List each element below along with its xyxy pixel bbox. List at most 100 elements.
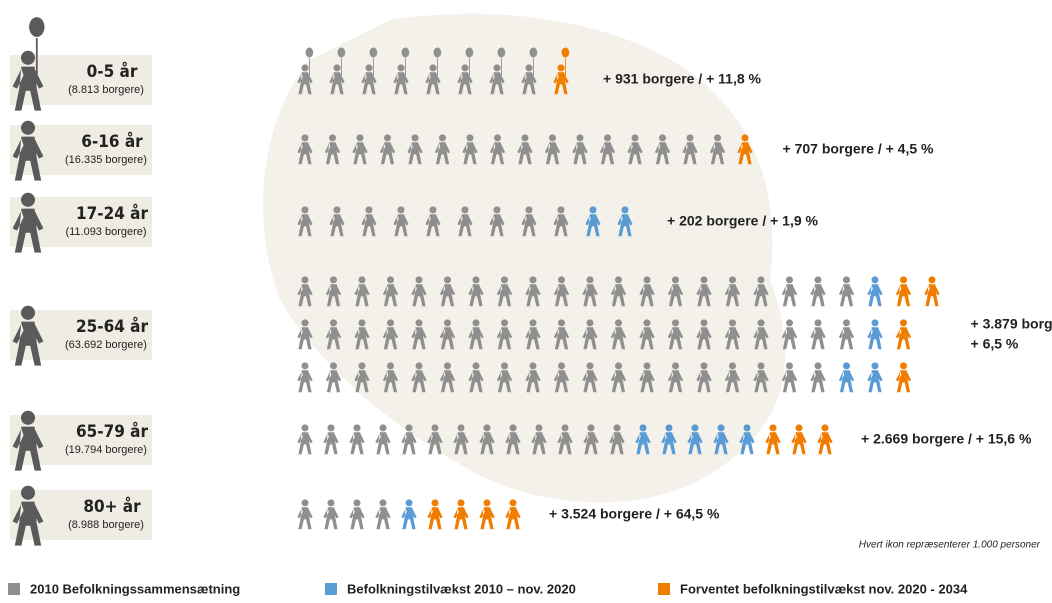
icon-head — [757, 362, 764, 369]
icon-head — [529, 362, 536, 369]
icon-head — [494, 134, 501, 141]
icon-body — [323, 432, 338, 454]
icon-head — [814, 362, 821, 369]
icon-head — [333, 64, 340, 71]
person-icon — [791, 424, 806, 454]
balloon — [338, 48, 346, 58]
icon-head — [900, 319, 907, 326]
icon-head — [741, 134, 748, 141]
age-label: 0-5 år — [87, 60, 138, 82]
icon-head — [615, 319, 622, 326]
icon-head — [429, 64, 436, 71]
age-sublabel: (16.335 borgere) — [65, 154, 147, 166]
balloon — [434, 48, 442, 58]
icon-head — [501, 319, 508, 326]
age-sublabel: (8.813 borgere) — [68, 84, 144, 96]
person-icon — [839, 319, 854, 349]
balloon — [306, 48, 314, 58]
icon-head — [397, 64, 404, 71]
icon-head — [769, 424, 776, 431]
icon-head — [843, 362, 850, 369]
balloon — [466, 48, 474, 58]
balloon — [530, 48, 538, 58]
icon-head — [557, 206, 564, 213]
person-icon — [817, 424, 832, 454]
icon-body — [839, 284, 854, 306]
icon-head — [353, 424, 360, 431]
icon-head — [493, 64, 500, 71]
icon-head — [330, 276, 337, 283]
person-icon — [479, 499, 494, 529]
icon-head — [358, 276, 365, 283]
icon-head — [429, 206, 436, 213]
icon-head — [576, 134, 583, 141]
icon-head — [586, 276, 593, 283]
icon-head — [397, 206, 404, 213]
icon-head — [431, 424, 438, 431]
icon-head — [501, 276, 508, 283]
legend-label: Befolkningstilvækst 2010 – nov. 2020 — [347, 581, 576, 596]
icon-body — [782, 370, 797, 392]
icon-head — [743, 424, 750, 431]
legend-label: Forventet befolkningstilvækst nov. 2020 … — [680, 581, 968, 596]
icon-head — [871, 319, 878, 326]
icon-head — [525, 206, 532, 213]
icon-head — [501, 362, 508, 369]
icon-body — [427, 507, 442, 529]
person-icon — [867, 362, 882, 392]
person-icon — [505, 499, 520, 529]
icon-head — [558, 319, 565, 326]
age-sublabel: (8.988 borgere) — [68, 519, 144, 531]
icon-head — [301, 362, 308, 369]
icon-head — [615, 362, 622, 369]
icon-head — [717, 424, 724, 431]
person-icon — [810, 319, 825, 349]
icon-head — [757, 276, 764, 283]
icon-head — [604, 134, 611, 141]
icon-body — [297, 507, 312, 529]
age-label: 65-79 år — [76, 420, 149, 442]
icon-head — [379, 499, 386, 506]
icon-head — [330, 319, 337, 326]
icon-head — [525, 64, 532, 71]
note: Hvert ikon repræsenterer 1.000 personer — [859, 540, 1041, 551]
legend-swatch — [325, 583, 337, 595]
icon-head — [587, 424, 594, 431]
icon-body — [810, 370, 825, 392]
age-sublabel: (63.692 borgere) — [65, 339, 147, 351]
icon-head — [439, 134, 446, 141]
person-icon — [765, 424, 780, 454]
icon-head — [795, 424, 802, 431]
icon-head — [457, 424, 464, 431]
icon-body — [867, 284, 882, 306]
person-icon — [782, 276, 797, 306]
icon-head — [714, 134, 721, 141]
icon-body — [810, 327, 825, 349]
icon-head — [405, 424, 412, 431]
legend-label: 2010 Befolkningssammensætning — [30, 581, 240, 596]
person-icon — [401, 499, 416, 529]
icon-head — [301, 276, 308, 283]
icon-head — [356, 134, 363, 141]
icon-body — [765, 432, 780, 454]
icon-body — [505, 507, 520, 529]
icon-head — [444, 276, 451, 283]
icon-head — [387, 276, 394, 283]
icon-head — [431, 499, 438, 506]
icon-head — [21, 193, 35, 207]
icon-head — [509, 499, 516, 506]
legend-swatch — [8, 583, 20, 595]
icon-head — [387, 319, 394, 326]
person-icon — [839, 276, 854, 306]
icon-head — [821, 424, 828, 431]
person-icon — [323, 499, 338, 529]
person-icon — [896, 319, 911, 349]
icon-head — [329, 134, 336, 141]
icon-body — [867, 370, 882, 392]
balloon — [402, 48, 410, 58]
icon-head — [900, 276, 907, 283]
icon-body — [401, 432, 416, 454]
icon-head — [814, 319, 821, 326]
balloon — [562, 48, 570, 58]
